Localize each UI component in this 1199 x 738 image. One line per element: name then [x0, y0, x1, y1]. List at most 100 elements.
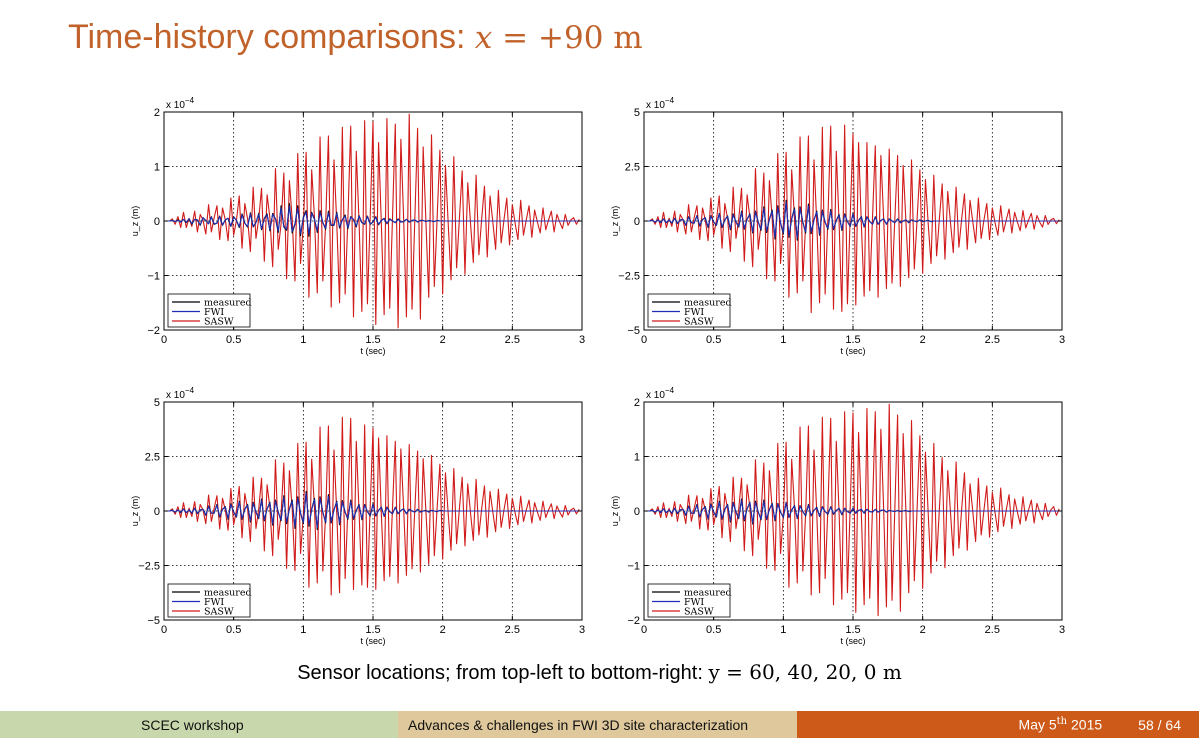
x-tick-label: 1.5	[845, 334, 860, 346]
series-line-fwi	[644, 499, 1062, 524]
x-tick-label: 2.5	[505, 624, 520, 636]
y-tick-label: −5	[147, 615, 160, 627]
title-text: Time-history comparisons:	[68, 18, 475, 56]
legend-label-measured: measured	[684, 588, 732, 599]
y-tick-label: 2.5	[145, 452, 160, 464]
caption-text: Sensor locations; from top-left to botto…	[297, 662, 709, 684]
x-tick-label: 0.5	[226, 624, 241, 636]
legend-label-measured: measured	[204, 298, 252, 309]
footer-date: May 5th 2015	[1019, 716, 1103, 733]
scale-factor-label: x 10−4	[646, 96, 675, 111]
legend-label-fwi: FWI	[204, 597, 224, 608]
series-line-sasw	[164, 416, 580, 596]
y-tick-label: 2	[154, 107, 160, 119]
x-tick-label: 1	[780, 334, 786, 346]
x-axis-label: t (sec)	[360, 636, 385, 646]
x-tick-label: 1.5	[365, 334, 380, 346]
series-line-fwi	[164, 492, 582, 529]
scale-factor-exponent: −4	[665, 386, 675, 395]
plot-top-right: 0 0.5 1 1.5 2 2.5 3 −5 −2.5 0 2.5 5 x 10−4 t (sec) u_z…	[610, 96, 1065, 356]
x-tick-label: 0.5	[226, 334, 241, 346]
scale-factor-exponent: −4	[665, 96, 675, 105]
plot-top-left: 0 0.5 1 1.5 2 2.5 3 −2 −1 0 1 2 x 10−4 t (sec) u_z (m)…	[130, 96, 585, 356]
y-tick-label: −2.5	[618, 271, 640, 283]
y-tick-label: 0	[634, 506, 640, 518]
y-tick-label: −5	[627, 325, 640, 337]
x-tick-label: 1	[300, 334, 306, 346]
x-tick-label: 2.5	[505, 334, 520, 346]
y-tick-label: −2	[147, 325, 160, 337]
y-tick-label: 0	[154, 506, 160, 518]
series-line-sasw	[644, 124, 1060, 314]
x-tick-label: 2	[920, 624, 926, 636]
footer-date-prefix: May 5	[1018, 716, 1057, 733]
y-axis-label: u_z (m)	[130, 496, 140, 527]
footer-date-sup: th	[1056, 716, 1068, 728]
legend-label-measured: measured	[204, 588, 252, 599]
title-math-rest: = +90 m	[492, 20, 643, 56]
x-tick-label: 3	[579, 624, 585, 636]
scale-factor-label: x 10−4	[166, 96, 195, 111]
y-tick-label: 2.5	[625, 162, 640, 174]
x-tick-label: 0	[641, 624, 647, 636]
x-tick-label: 0.5	[706, 624, 721, 636]
legend-label-sasw: SASW	[684, 317, 714, 328]
x-tick-label: 1.5	[845, 624, 860, 636]
x-axis-label: t (sec)	[840, 346, 865, 356]
x-tick-label: 0	[641, 334, 647, 346]
y-tick-label: −1	[627, 561, 640, 573]
legend-label-sasw: SASW	[204, 317, 234, 328]
x-tick-label: 0	[161, 624, 167, 636]
y-tick-label: 5	[154, 397, 160, 409]
x-tick-label: 1	[780, 624, 786, 636]
x-tick-label: 1.5	[365, 624, 380, 636]
y-tick-label: 2	[634, 397, 640, 409]
x-axis-label: t (sec)	[360, 346, 385, 356]
scale-factor-base: x 10	[166, 100, 185, 111]
caption-math: y = 60, 40, 20, 0 m	[708, 660, 902, 684]
x-tick-label: 3	[579, 334, 585, 346]
scale-factor-label: x 10−4	[166, 386, 195, 401]
y-tick-label: 1	[154, 162, 160, 174]
x-tick-label: 2	[920, 334, 926, 346]
series-line-fwi	[644, 201, 1062, 239]
plot-bottom-right: 0 0.5 1 1.5 2 2.5 3 −2 −1 0 1 2 x 10−4 t (sec) u_z (m)…	[610, 386, 1065, 646]
x-tick-label: 0.5	[706, 334, 721, 346]
scale-factor-label: x 10−4	[646, 386, 675, 401]
y-tick-label: 0	[154, 216, 160, 228]
y-axis-label: u_z (m)	[130, 206, 140, 237]
series-line-sasw	[164, 113, 580, 329]
y-axis-label: u_z (m)	[610, 496, 620, 527]
scale-factor-exponent: −4	[185, 386, 195, 395]
x-tick-label: 2	[440, 334, 446, 346]
legend-label-sasw: SASW	[684, 607, 714, 618]
series-line-fwi	[164, 205, 580, 235]
x-tick-label: 3	[1059, 624, 1065, 636]
footer-event: SCEC workshop	[0, 711, 398, 738]
legend-label-fwi: FWI	[684, 597, 704, 608]
x-tick-label: 2.5	[985, 334, 1000, 346]
y-axis-label: u_z (m)	[610, 206, 620, 237]
x-tick-label: 2	[440, 624, 446, 636]
legend-label-sasw: SASW	[204, 607, 234, 618]
scale-factor-base: x 10	[646, 100, 665, 111]
y-tick-label: −2.5	[138, 561, 160, 573]
series-line-sasw	[644, 403, 1060, 617]
x-tick-label: 1	[300, 624, 306, 636]
title-math-var: x	[474, 20, 493, 56]
x-tick-label: 3	[1059, 334, 1065, 346]
y-tick-label: 1	[634, 452, 640, 464]
y-tick-label: 5	[634, 107, 640, 119]
footer-talk-title: Advances & challenges in FWI 3D site cha…	[398, 711, 797, 738]
legend-label-fwi: FWI	[204, 307, 224, 318]
x-tick-label: 2.5	[985, 624, 1000, 636]
footer-page-number: 58 / 64	[1138, 716, 1181, 733]
scale-factor-base: x 10	[166, 390, 185, 401]
footer-date-suffix: 2015	[1067, 716, 1103, 733]
footer-date-page: May 5th 2015 58 / 64	[797, 711, 1199, 738]
slide-title: Time-history comparisons: x = +90 m	[68, 18, 643, 57]
x-tick-label: 0	[161, 334, 167, 346]
